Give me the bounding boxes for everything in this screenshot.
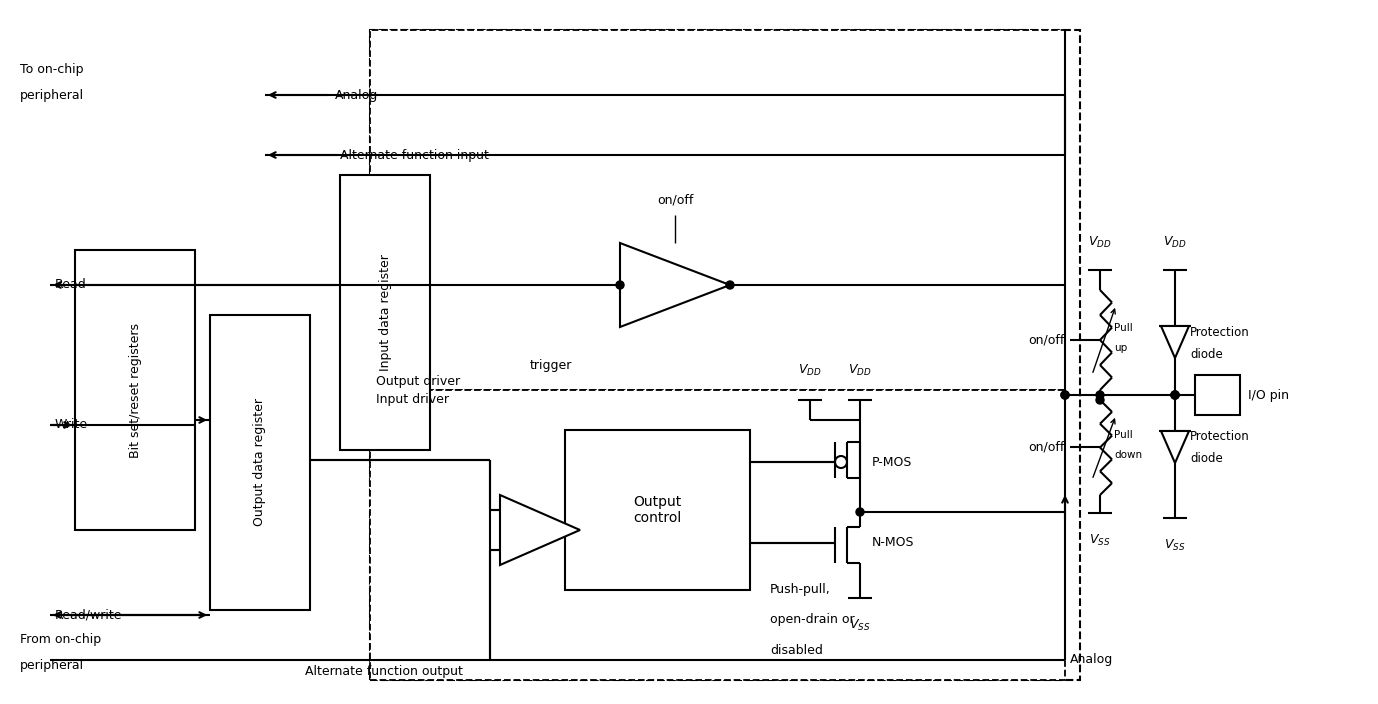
Text: control: control [634, 511, 682, 525]
Text: open-drain or: open-drain or [770, 613, 854, 627]
Text: $V_{SS}$: $V_{SS}$ [1089, 532, 1111, 548]
Text: Protection: Protection [1191, 325, 1250, 339]
Text: To on-chip: To on-chip [21, 63, 84, 77]
Text: P-MOS: P-MOS [872, 455, 912, 468]
Circle shape [616, 281, 624, 289]
Bar [1195, 375, 1240, 415]
Text: Output: Output [634, 495, 682, 509]
Bar [371, 390, 1065, 680]
Text: Write: Write [55, 418, 88, 432]
Circle shape [726, 281, 734, 289]
Circle shape [1061, 391, 1069, 399]
Text: Alternate function output: Alternate function output [305, 665, 463, 678]
Circle shape [1096, 391, 1104, 399]
Bar [565, 430, 750, 590]
Text: peripheral: peripheral [21, 89, 84, 101]
Text: $V_{DD}$: $V_{DD}$ [1163, 234, 1186, 249]
Text: $V_{SS}$: $V_{SS}$ [849, 617, 871, 633]
Circle shape [1096, 396, 1104, 404]
Text: Protection: Protection [1191, 431, 1250, 444]
Text: trigger: trigger [531, 358, 572, 372]
Bar [371, 30, 1065, 390]
Bar [371, 30, 1080, 680]
Polygon shape [620, 243, 730, 327]
Text: up: up [1113, 343, 1127, 353]
Text: Push-pull,: Push-pull, [770, 584, 831, 596]
Text: $V_{DD}$: $V_{DD}$ [1089, 234, 1112, 249]
Text: peripheral: peripheral [21, 658, 84, 672]
Text: Read/write: Read/write [55, 608, 123, 622]
Text: Output driver: Output driver [376, 375, 460, 388]
Text: I/O pin: I/O pin [1248, 389, 1288, 401]
Text: diode: diode [1191, 348, 1222, 360]
Text: Read: Read [55, 279, 87, 291]
Circle shape [1061, 391, 1069, 399]
Text: N-MOS: N-MOS [872, 536, 915, 550]
Text: on/off: on/off [657, 194, 693, 206]
Text: $V_{SS}$: $V_{SS}$ [1164, 537, 1185, 553]
Polygon shape [1162, 431, 1189, 463]
Text: diode: diode [1191, 453, 1222, 465]
Text: down: down [1113, 450, 1142, 460]
Text: disabled: disabled [770, 643, 823, 657]
Text: Alternate function input: Alternate function input [340, 149, 489, 161]
Text: $V_{DD}$: $V_{DD}$ [798, 363, 821, 377]
Text: on/off: on/off [1028, 441, 1065, 453]
Circle shape [1171, 391, 1180, 399]
Text: Input driver: Input driver [376, 393, 449, 406]
Polygon shape [1162, 326, 1189, 358]
Bar [340, 175, 430, 450]
Text: Analog: Analog [1069, 653, 1113, 667]
Text: From on-chip: From on-chip [21, 634, 101, 646]
Circle shape [856, 508, 864, 516]
Bar [74, 250, 196, 530]
Text: Output data register: Output data register [254, 398, 266, 527]
Text: Pull: Pull [1113, 323, 1133, 333]
Bar [209, 315, 310, 610]
Polygon shape [500, 495, 580, 565]
Text: on/off: on/off [1028, 334, 1065, 346]
Text: Input data register: Input data register [379, 254, 391, 371]
Text: Analog: Analog [335, 89, 378, 101]
Circle shape [1171, 391, 1180, 399]
Text: Bit set/reset registers: Bit set/reset registers [128, 322, 142, 458]
Text: Pull: Pull [1113, 430, 1133, 440]
Circle shape [1171, 391, 1180, 399]
Text: $V_{DD}$: $V_{DD}$ [849, 363, 872, 377]
